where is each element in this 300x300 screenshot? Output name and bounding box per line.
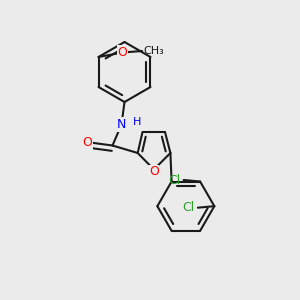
Text: H: H [133,117,141,127]
Text: Cl: Cl [168,173,181,187]
Text: O: O [118,46,128,59]
Text: Cl: Cl [183,201,195,214]
Text: O: O [149,165,159,178]
Text: O: O [82,136,92,149]
Text: CH₃: CH₃ [143,46,164,56]
Text: N: N [117,118,126,131]
